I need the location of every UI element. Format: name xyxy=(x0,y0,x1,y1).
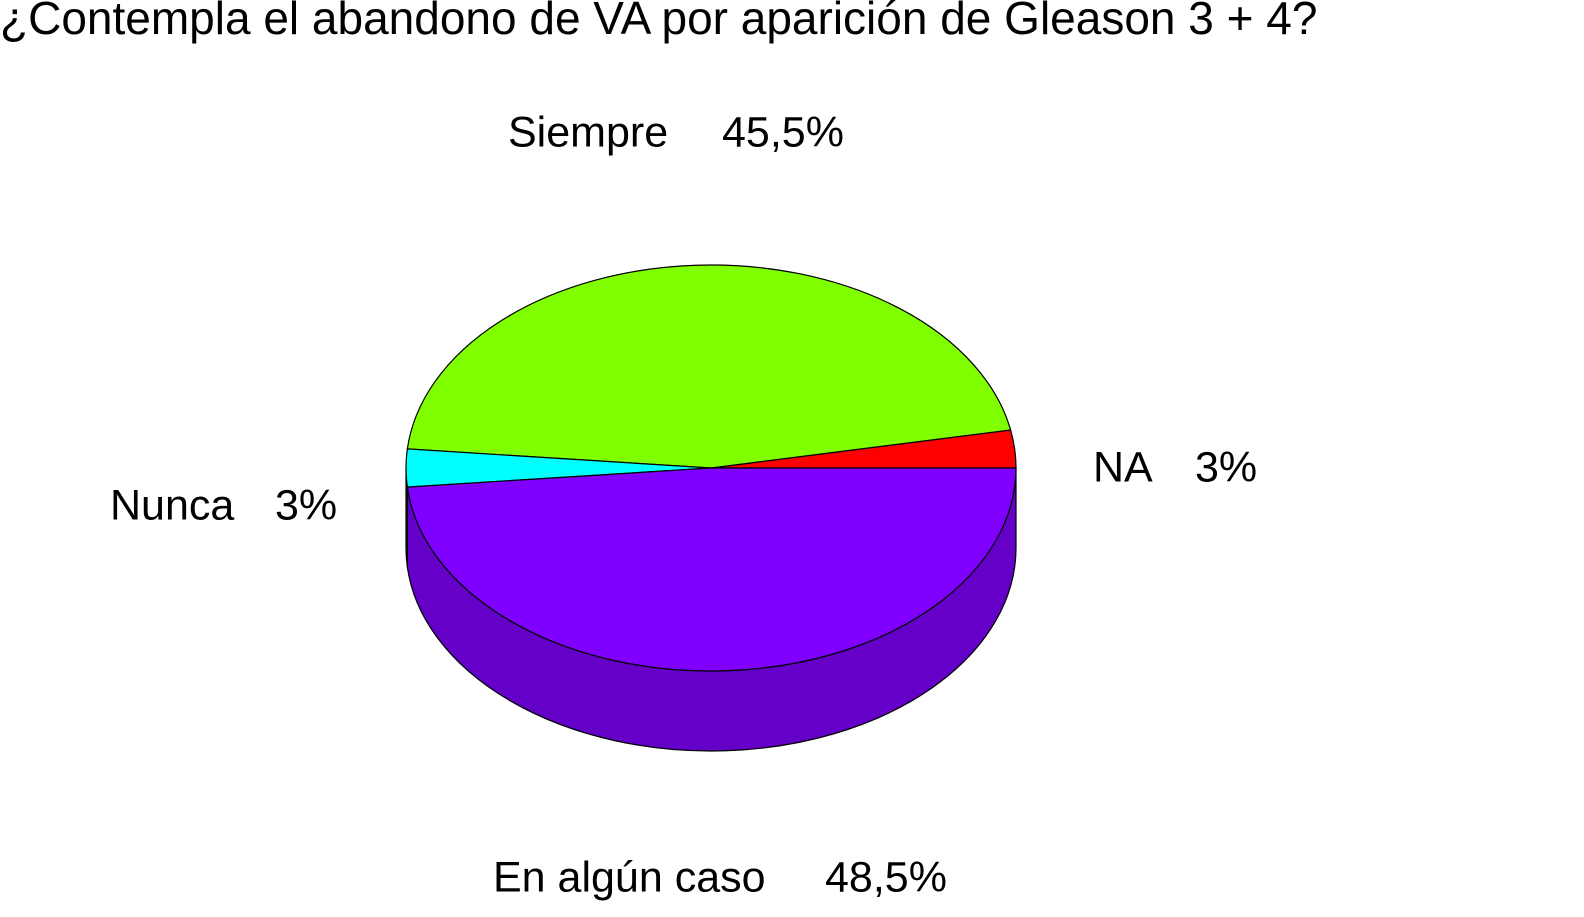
value-label: 3% xyxy=(275,481,337,529)
slice xyxy=(406,264,1012,469)
slice-label: En algún caso xyxy=(493,853,766,901)
value-label: 48,5% xyxy=(825,853,947,901)
slice-label: NA xyxy=(1093,443,1153,491)
slice xyxy=(406,467,1017,672)
value-label: 45,5% xyxy=(722,108,844,156)
slice-label: Nunca xyxy=(110,481,234,529)
value-label: 3% xyxy=(1195,443,1257,491)
chart-title: ¿Contempla el abandono de VA por aparici… xyxy=(0,0,1317,44)
slice-label: Siempre xyxy=(508,108,668,156)
